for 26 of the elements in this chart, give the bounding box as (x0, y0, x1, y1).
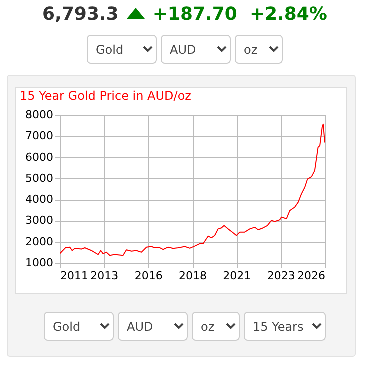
text: +2.84% (250, 4, 328, 25)
text: AUD (161, 35, 231, 64)
x-tick-label: 2023 (267, 270, 296, 282)
y-tick-label: 7000 (26, 130, 54, 143)
text: Gold (87, 35, 157, 64)
text: 6,793.3 (42, 4, 119, 25)
text: AUD (118, 312, 188, 341)
chart-title: 15 Year Gold Price in AUD/oz (20, 89, 192, 103)
y-tick-label: 3000 (26, 214, 54, 228)
x-tick-label: 2016 (134, 270, 163, 282)
y-tick-label: 5000 (26, 172, 54, 185)
text: oz (192, 312, 240, 341)
y-tick-label: 1000 (26, 256, 54, 270)
y-tick-label: 8000 (26, 108, 54, 122)
x-tick-label: 2018 (179, 270, 207, 282)
y-tick-label: 2000 (26, 235, 54, 248)
y-tick-label: 6000 (26, 150, 54, 164)
text: oz (235, 35, 283, 64)
x-tick-label: 2013 (90, 270, 119, 282)
text: Gold (44, 312, 114, 341)
x-tick-label: 2011 (60, 270, 88, 282)
text: 15 Years (244, 312, 326, 341)
x-tick-label: 2021 (223, 270, 252, 282)
y-tick-label: 4000 (26, 193, 54, 206)
x-tick-label: 2026 (298, 270, 326, 282)
text: +187.70 (152, 4, 238, 25)
